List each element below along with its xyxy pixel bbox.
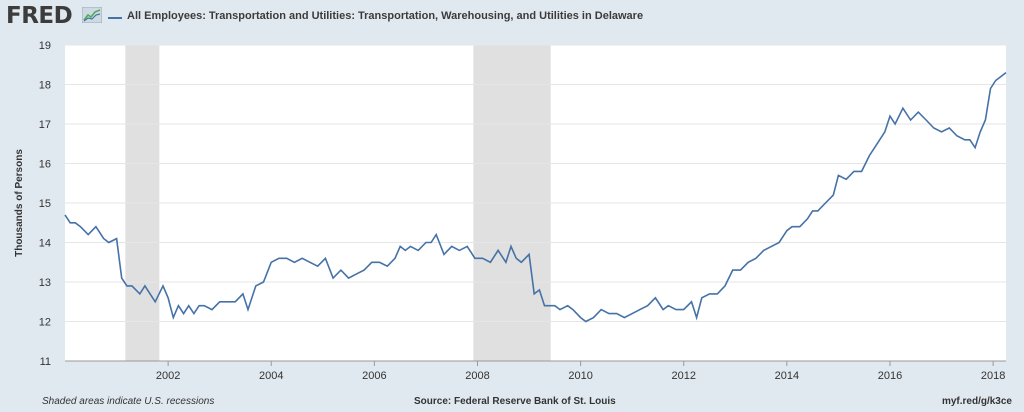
x-tick-label: 2004: [259, 370, 283, 382]
fred-graph-icon: [82, 7, 102, 23]
y-tick-label: 18: [39, 80, 51, 92]
x-tick-label: 2012: [671, 370, 695, 382]
y-axis-label: Thousands of Persons: [14, 149, 25, 257]
y-tick-label: 11: [40, 356, 51, 368]
x-tick-label: 2010: [568, 370, 592, 382]
y-tick-label: 19: [39, 40, 51, 52]
x-tick-label: 2006: [362, 370, 386, 382]
grid-lines: [65, 44, 1006, 362]
x-tick-label: 2002: [156, 370, 180, 382]
source-text: Source: Federal Reserve Bank of St. Loui…: [414, 396, 616, 407]
recession-note: Shaded areas indicate U.S. recessions: [42, 396, 215, 407]
chart-title: All Employees: Transportation and Utilit…: [127, 10, 644, 22]
y-tick-label: 15: [39, 198, 51, 210]
x-axis-ticks: 2002 2004 2006 2008 2010 2012 2014 2016 2018: [156, 361, 1005, 382]
y-tick-label: 17: [39, 119, 51, 131]
y-tick-label: 16: [39, 159, 51, 171]
x-tick-label: 2008: [465, 370, 489, 382]
x-tick-label: 2016: [878, 370, 902, 382]
legend-line-swatch: [108, 17, 122, 19]
short-url[interactable]: myf.red/g/k3ce: [941, 396, 1012, 407]
y-tick-label: 14: [39, 238, 51, 250]
y-tick-label: 13: [39, 277, 51, 289]
y-tick-label: 12: [39, 317, 51, 329]
fred-logo[interactable]: FRED: [6, 3, 73, 29]
series-line: [64, 71, 1007, 323]
x-tick-label: 2014: [775, 370, 799, 382]
x-tick-label: 2018: [981, 370, 1005, 382]
chart-header: FRED All Employees: Transportation and U…: [0, 0, 1024, 34]
y-axis-ticks: 11 12 13 14 15 16 17 18 19: [39, 40, 51, 368]
